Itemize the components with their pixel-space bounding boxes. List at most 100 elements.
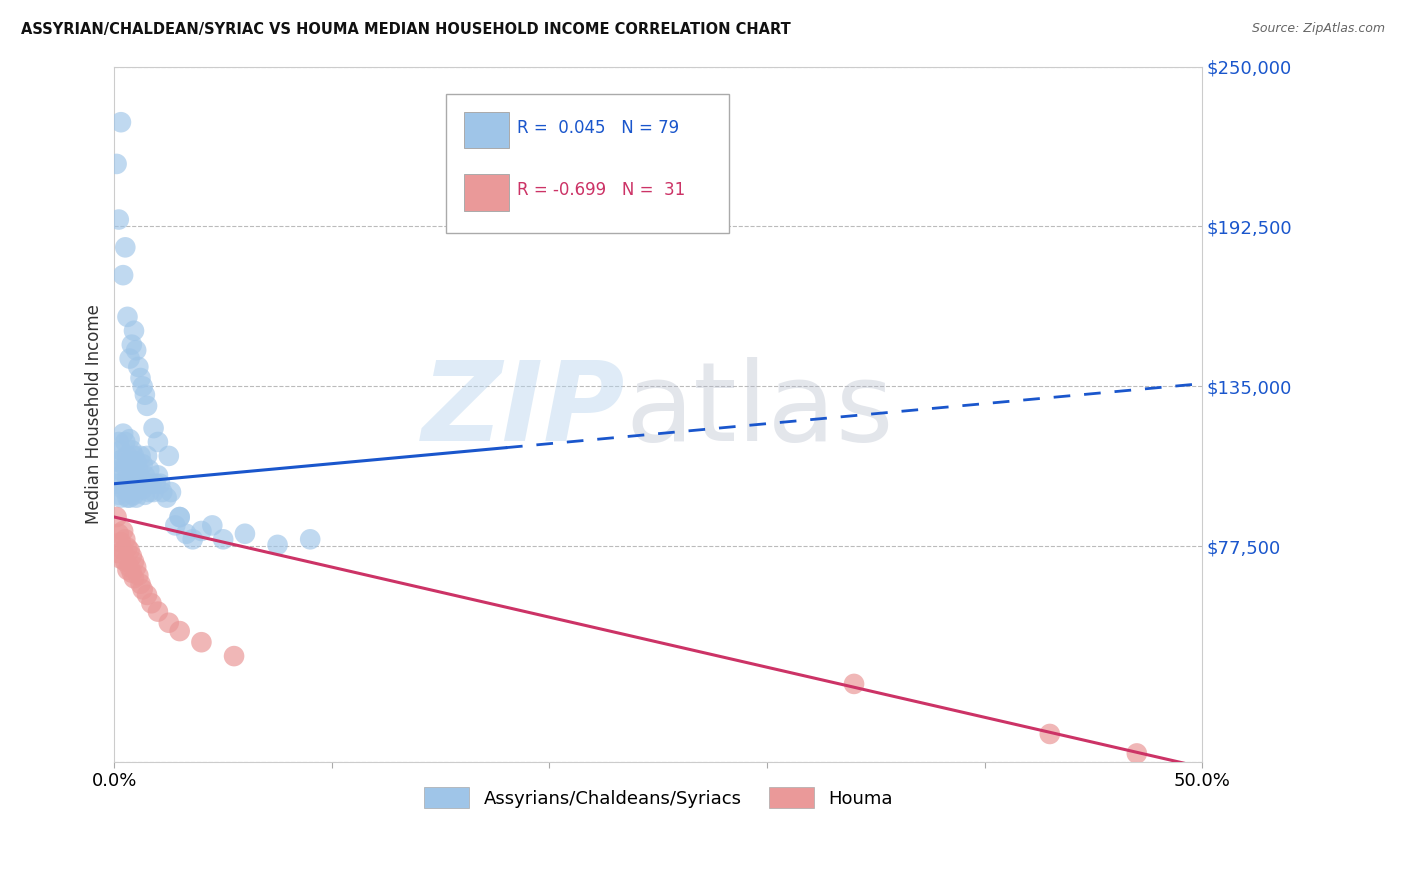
Point xyxy=(125,343,148,358)
Point xyxy=(107,463,129,477)
Point xyxy=(1126,747,1149,761)
Point xyxy=(122,571,145,585)
Point xyxy=(122,324,145,338)
Point xyxy=(141,596,163,610)
Point xyxy=(112,451,135,466)
Point xyxy=(105,454,128,468)
Point xyxy=(114,555,136,569)
Legend: Assyrians/Chaldeans/Syriacs, Houma: Assyrians/Chaldeans/Syriacs, Houma xyxy=(416,780,900,815)
Point xyxy=(118,476,141,491)
Point xyxy=(131,379,153,393)
Point xyxy=(122,468,145,483)
Point xyxy=(299,533,322,547)
Point xyxy=(112,268,135,282)
Point xyxy=(157,449,180,463)
Point xyxy=(169,624,191,638)
Point xyxy=(131,582,153,597)
Point xyxy=(118,543,141,558)
Point xyxy=(114,240,136,254)
Point xyxy=(121,337,143,351)
Point xyxy=(121,566,143,580)
FancyBboxPatch shape xyxy=(464,112,509,148)
Point xyxy=(127,463,149,477)
Point xyxy=(112,524,135,538)
Point xyxy=(136,449,159,463)
Point xyxy=(112,426,135,441)
Point xyxy=(118,432,141,446)
Point xyxy=(127,359,149,374)
FancyBboxPatch shape xyxy=(464,174,509,211)
Point xyxy=(165,518,187,533)
Point xyxy=(131,457,153,471)
Point xyxy=(107,526,129,541)
Point xyxy=(117,471,139,485)
Text: atlas: atlas xyxy=(626,357,894,464)
Point xyxy=(149,476,172,491)
Point xyxy=(107,212,129,227)
Point xyxy=(169,510,191,524)
Point xyxy=(190,524,212,538)
Point xyxy=(125,560,148,574)
Point xyxy=(1039,727,1062,741)
Point xyxy=(233,526,256,541)
Point xyxy=(169,510,191,524)
Point xyxy=(129,371,152,385)
Point xyxy=(125,491,148,505)
Point xyxy=(157,615,180,630)
Point xyxy=(105,476,128,491)
Point xyxy=(134,388,156,402)
Point xyxy=(842,677,865,691)
Point xyxy=(145,476,167,491)
Point xyxy=(118,351,141,366)
Point xyxy=(107,546,129,560)
Point xyxy=(136,399,159,413)
Point xyxy=(122,449,145,463)
Point xyxy=(138,463,160,477)
Point xyxy=(117,491,139,505)
Point xyxy=(136,588,159,602)
Text: Source: ZipAtlas.com: Source: ZipAtlas.com xyxy=(1251,22,1385,36)
Point xyxy=(114,435,136,450)
Point xyxy=(146,468,169,483)
Point xyxy=(105,510,128,524)
Point xyxy=(134,488,156,502)
Point xyxy=(136,476,159,491)
FancyBboxPatch shape xyxy=(446,95,728,234)
Point xyxy=(129,449,152,463)
Point xyxy=(160,485,183,500)
Point xyxy=(110,535,132,549)
Point xyxy=(142,485,165,500)
Point xyxy=(142,421,165,435)
Point xyxy=(117,541,139,555)
Point xyxy=(181,533,204,547)
Point xyxy=(266,538,288,552)
Point xyxy=(146,605,169,619)
Point xyxy=(107,435,129,450)
Point xyxy=(138,485,160,500)
Point xyxy=(125,476,148,491)
Point xyxy=(134,468,156,483)
Point xyxy=(110,443,132,458)
Point xyxy=(112,483,135,497)
Point xyxy=(150,485,173,500)
Point xyxy=(121,463,143,477)
Point xyxy=(122,555,145,569)
Text: R =  0.045   N = 79: R = 0.045 N = 79 xyxy=(517,119,679,136)
Point xyxy=(127,483,149,497)
Point xyxy=(174,526,197,541)
Point xyxy=(156,491,179,505)
Point xyxy=(118,560,141,574)
Point xyxy=(105,157,128,171)
Point xyxy=(118,454,141,468)
Point xyxy=(127,568,149,582)
Point xyxy=(121,485,143,500)
Y-axis label: Median Household Income: Median Household Income xyxy=(86,304,103,524)
Point xyxy=(129,576,152,591)
Text: ASSYRIAN/CHALDEAN/SYRIAC VS HOUMA MEDIAN HOUSEHOLD INCOME CORRELATION CHART: ASSYRIAN/CHALDEAN/SYRIAC VS HOUMA MEDIAN… xyxy=(21,22,790,37)
Point xyxy=(201,518,224,533)
Text: R = -0.699   N =  31: R = -0.699 N = 31 xyxy=(517,181,685,199)
Point xyxy=(107,488,129,502)
Point xyxy=(190,635,212,649)
Point xyxy=(121,549,143,563)
Point xyxy=(212,533,235,547)
